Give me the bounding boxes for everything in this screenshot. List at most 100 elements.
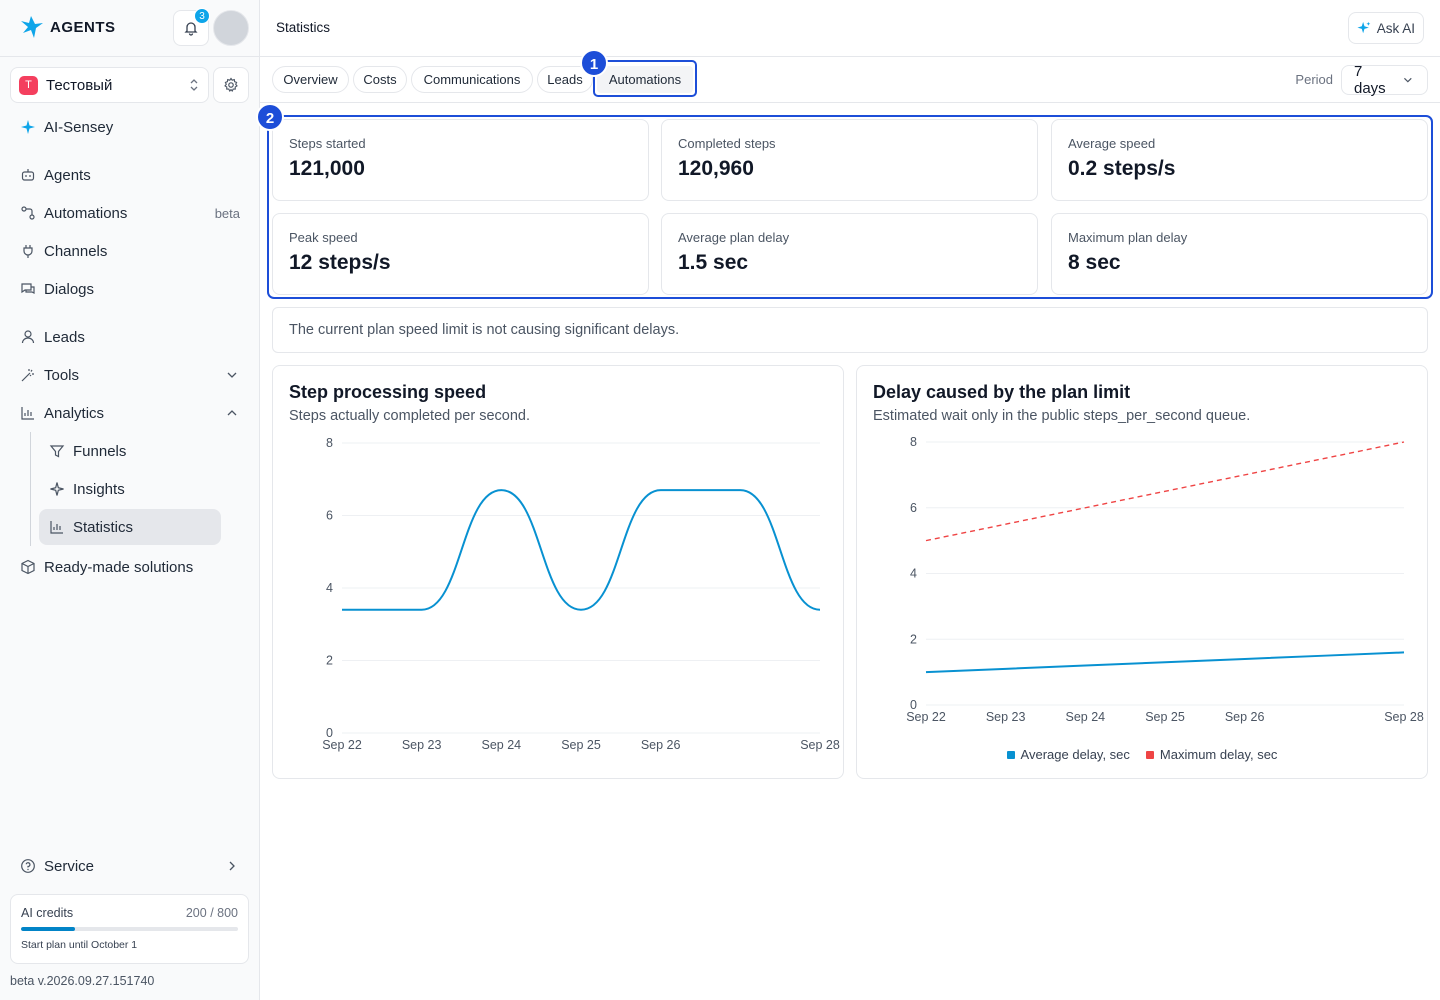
user-avatar[interactable]	[213, 10, 249, 46]
stat-card-average-speed: Average speed 0.2 steps/s	[1051, 119, 1428, 201]
legend-item-maximum-delay[interactable]: Maximum delay, sec	[1145, 747, 1278, 762]
sidebar-item-funnels[interactable]: Funnels	[39, 434, 221, 468]
stat-value: 121,000	[289, 157, 365, 180]
chart-title: Step processing speed	[289, 382, 487, 402]
chevron-down-icon	[1404, 77, 1412, 83]
stat-label: Completed steps	[678, 136, 776, 151]
stat-value: 8 sec	[1068, 251, 1121, 274]
sidebar-item-service[interactable]: Service	[10, 849, 250, 883]
app-version: beta v.2026.09.27.151740	[10, 974, 155, 988]
sidebar-item-label: Insights	[73, 480, 125, 498]
sidebar-item-channels[interactable]: Channels	[10, 234, 250, 268]
chevron-down-icon	[227, 372, 237, 378]
ask-ai-button[interactable]: Ask AI	[1347, 12, 1424, 44]
x-tick-label: Sep 25	[561, 738, 601, 752]
sidebar-item-insights[interactable]: Insights	[39, 472, 221, 506]
series-line-1	[341, 489, 821, 611]
period-select[interactable]: 7 days	[1341, 63, 1428, 97]
sparkle-outline-icon	[50, 482, 64, 496]
sidebar-item-automations[interactable]: Automations beta	[10, 196, 250, 230]
credits-value: 200 / 800	[185, 906, 238, 920]
notification-count-badge: 3	[194, 8, 210, 24]
sidebar-item-tools[interactable]: Tools	[10, 358, 250, 392]
stat-card-completed-steps: Completed steps 120,960	[661, 119, 1038, 201]
chart-title: Delay caused by the plan limit	[873, 382, 1131, 402]
legend-label: Maximum delay, sec	[1159, 747, 1278, 762]
workspace-name: Тестовый	[46, 76, 113, 94]
legend-item-average-delay[interactable]: Average delay, sec	[1006, 747, 1130, 762]
submenu-guide-line	[30, 432, 31, 546]
period-value: 7 days	[1354, 63, 1386, 97]
package-icon	[21, 559, 35, 575]
credits-progress-fill	[21, 927, 76, 931]
sidebar: AGENTS 3 T Тестовый AI-Sensey Agents Aut…	[0, 0, 260, 1000]
workflow-icon	[21, 206, 35, 220]
brand-logo[interactable]: AGENTS	[18, 14, 116, 40]
processing-speed-chart: 0 2 4 6 8 Sep 22 Sep 23 Sep 24 Sep 25 Sep 26 Sep 2…	[322, 436, 840, 752]
sidebar-item-label: Analytics	[44, 404, 105, 422]
stat-label: Maximum plan delay	[1068, 230, 1188, 245]
credits-label: AI credits	[21, 906, 74, 920]
sidebar-item-label: Statistics	[73, 518, 134, 536]
y-tick-label: 0	[326, 726, 333, 740]
series-line-1	[925, 651, 1405, 674]
tab-costs[interactable]: Costs	[353, 66, 407, 93]
sparkle-icon	[21, 120, 35, 134]
series-line-2	[925, 441, 1405, 542]
chat-icon	[21, 283, 35, 294]
tab-communications[interactable]: Communications	[411, 66, 533, 93]
notifications-button[interactable]: 3	[173, 8, 210, 46]
y-tick-label: 6	[910, 501, 917, 515]
y-tick-label: 2	[910, 632, 917, 646]
x-tick-label: Sep 24	[482, 738, 522, 752]
sidebar-item-leads[interactable]: Leads	[10, 320, 250, 354]
sidebar-item-label: Automations	[44, 204, 128, 222]
stat-value: 0.2 steps/s	[1068, 157, 1176, 180]
sparkle-icon	[1357, 21, 1371, 34]
sidebar-item-label: Channels	[44, 242, 108, 260]
chart-legend: Average delay, sec Maximum delay, sec	[857, 747, 1427, 762]
y-tick-label: 2	[326, 654, 333, 668]
x-tick-label: Sep 22	[906, 710, 946, 724]
y-tick-label: 4	[910, 567, 917, 581]
sidebar-item-agents[interactable]: Agents	[10, 158, 250, 192]
ai-credits-panel[interactable]: AI credits 200 / 800 Start plan until Oc…	[10, 894, 249, 964]
sidebar-item-dialogs[interactable]: Dialogs	[10, 272, 250, 306]
annotation-marker-1: 1	[580, 49, 608, 77]
workspace-selector[interactable]: T Тестовый	[10, 67, 209, 103]
sidebar-item-label: Dialogs	[44, 280, 95, 298]
chart-card-processing-speed: Step processing speed Steps actually com…	[272, 365, 844, 779]
tab-automations[interactable]: Automations	[597, 66, 693, 93]
stat-card-steps-started: Steps started 121,000	[272, 119, 649, 201]
legend-swatch	[1006, 750, 1015, 759]
workspace-settings-button[interactable]	[213, 67, 249, 103]
wand-icon	[21, 369, 34, 382]
tab-overview[interactable]: Overview	[272, 66, 349, 93]
bot-icon	[21, 169, 35, 181]
legend-swatch	[1145, 750, 1154, 759]
annotation-marker-2: 2	[256, 103, 284, 131]
x-tick-label: Sep 23	[986, 710, 1026, 724]
ask-ai-label: Ask AI	[1376, 20, 1415, 36]
sidebar-item-label: Ready-made solutions	[44, 558, 194, 576]
sidebar-item-ai-sensey[interactable]: AI-Sensey	[10, 110, 250, 144]
tab-highlight-box	[593, 60, 697, 97]
x-tick-label: Sep 25	[1145, 710, 1185, 724]
sidebar-item-ready-made-solutions[interactable]: Ready-made solutions	[10, 550, 250, 584]
sidebar-item-analytics[interactable]: Analytics	[10, 396, 250, 430]
user-icon	[21, 330, 35, 344]
stat-value: 120,960	[678, 157, 754, 180]
beta-badge: beta	[214, 205, 240, 221]
statistics-tabs: Overview Costs Communications Leads Auto…	[260, 49, 1440, 103]
x-tick-label: Sep 26	[1225, 710, 1265, 724]
sidebar-item-statistics[interactable]: Statistics	[39, 509, 221, 545]
y-tick-label: 4	[326, 581, 333, 595]
plug-icon	[23, 245, 33, 258]
brand-logo-icon	[21, 16, 43, 38]
period-label: Period	[1295, 72, 1333, 87]
y-tick-label: 0	[910, 698, 917, 712]
sidebar-item-label: Tools	[44, 366, 80, 384]
stat-label: Average speed	[1068, 136, 1156, 151]
top-bar: Statistics Ask AI	[260, 0, 1440, 57]
gear-icon	[224, 77, 238, 92]
